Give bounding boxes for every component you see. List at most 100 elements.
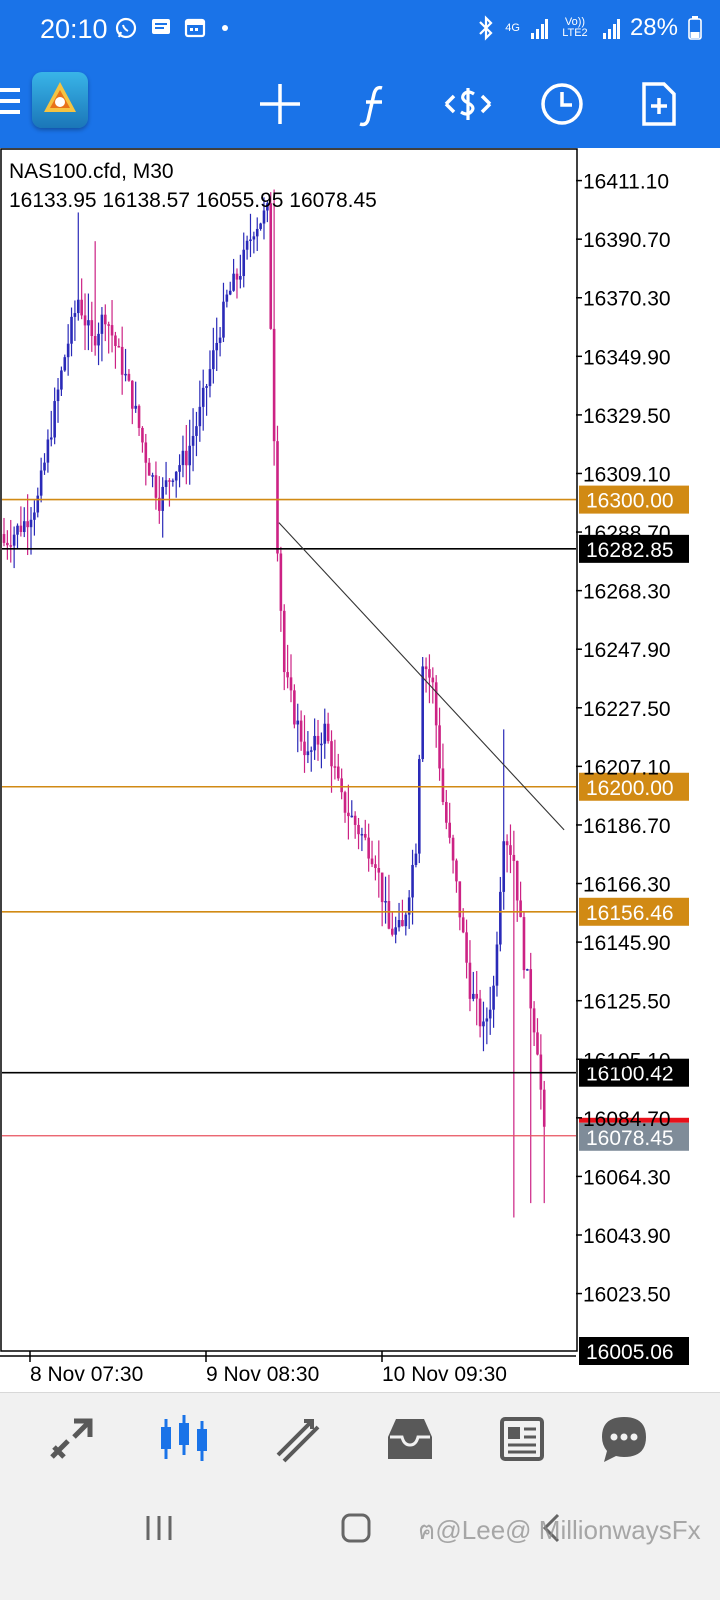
- candle-body: [522, 917, 526, 971]
- price-axis: 16411.10 16390.70 16370.30 16349.90 16329.50…: [576, 171, 671, 1307]
- level-label: 16200.00: [586, 777, 674, 800]
- candle-body: [475, 993, 479, 999]
- candle-body: [131, 380, 134, 409]
- candle-body: [235, 273, 239, 280]
- new-document-icon[interactable]: [632, 78, 684, 130]
- candle-body: [60, 370, 63, 390]
- candle-body: [414, 853, 418, 865]
- level-label: 16100.42: [586, 1063, 674, 1086]
- candle-body: [441, 768, 445, 803]
- system-status-icons: 4G Vo)) LTE2 28%: [477, 14, 702, 42]
- price-tick-label: 16125.50: [583, 991, 671, 1014]
- candle-body: [242, 249, 246, 277]
- level-label: 16156.46: [586, 902, 674, 925]
- candle-body: [482, 1021, 485, 1027]
- candle-body: [232, 273, 235, 291]
- candle-body: [83, 315, 87, 326]
- candle-body: [505, 841, 509, 846]
- quotes-icon[interactable]: [44, 1411, 100, 1467]
- candle-body: [394, 927, 397, 935]
- candle-body: [127, 373, 131, 381]
- indicator-icon[interactable]: [348, 78, 400, 130]
- candle-body: [103, 314, 107, 325]
- candle-body: [478, 998, 482, 1027]
- candle-body: [272, 328, 276, 442]
- signal-icon: [530, 19, 548, 39]
- candle-body: [262, 210, 266, 224]
- candle-body: [279, 553, 283, 611]
- candle-body: [515, 860, 519, 901]
- battery-percent: 28%: [629, 14, 678, 41]
- candle-body: [397, 920, 401, 928]
- chart-ohlc: 16133.95 16138.57 16055.95 16078.45: [9, 189, 377, 212]
- time-axis: 8 Nov 07:30 9 Nov 08:30 10 Nov 09:30: [0, 1351, 576, 1386]
- price-tick-label: 16268.30: [583, 581, 671, 604]
- candle-body: [374, 864, 377, 868]
- candle-body: [299, 720, 303, 742]
- price-tick-label: 16370.30: [583, 288, 671, 311]
- candle-body: [154, 475, 158, 498]
- trade-icon[interactable]: [270, 1411, 326, 1467]
- price-tick-label: 16309.10: [583, 463, 671, 486]
- candle-body: [22, 521, 26, 533]
- candle-body: [468, 962, 472, 999]
- crosshair-icon[interactable]: [254, 78, 306, 130]
- candle-body: [53, 401, 56, 438]
- metatrader-logo[interactable]: [32, 72, 88, 128]
- candle-body: [326, 723, 330, 742]
- candle-body: [499, 891, 502, 945]
- candle-body: [198, 406, 202, 427]
- clock-icon[interactable]: [536, 78, 588, 130]
- candle-body: [191, 435, 195, 446]
- price-tick-label: 16288.70: [583, 522, 671, 545]
- level-label-bg: [579, 534, 689, 563]
- candle-body: [404, 914, 408, 927]
- candle-body: [465, 932, 468, 963]
- trade-icon[interactable]: [442, 78, 494, 130]
- candle-body: [353, 815, 357, 825]
- price-tick-label: 16207.10: [583, 756, 671, 779]
- candle-body: [134, 405, 137, 409]
- candle-body: [120, 346, 124, 375]
- level-label: 16300.00: [586, 490, 674, 513]
- chat-icon[interactable]: [596, 1411, 652, 1467]
- calendar-icon: [184, 18, 206, 38]
- candle-body: [488, 1009, 492, 1019]
- candle-body: [519, 900, 522, 918]
- candle-body: [222, 301, 225, 338]
- candle-body: [350, 815, 354, 818]
- watermark: ฅ@Lee@ MillionwaysFx: [418, 1515, 701, 1545]
- history-icon[interactable]: [382, 1411, 438, 1467]
- candle-body: [208, 369, 212, 387]
- price-chart[interactable]: 16300.00 16282.85 16200.00 16156.46 16100.42…: [0, 148, 720, 1392]
- candle-body: [39, 470, 43, 496]
- candle-body: [151, 475, 154, 477]
- candle-body: [36, 495, 40, 513]
- price-tick-label: 16390.70: [583, 229, 671, 252]
- candle-body: [509, 845, 512, 855]
- candle-body: [390, 928, 394, 935]
- candle-body: [168, 480, 171, 482]
- candle-body: [377, 867, 381, 873]
- bottom-price-label-bg: [579, 1337, 689, 1365]
- back-icon[interactable]: [540, 1512, 562, 1549]
- news-icon[interactable]: [494, 1411, 550, 1467]
- recents-icon[interactable]: [144, 1512, 174, 1549]
- candle-body: [205, 386, 208, 388]
- candle-body: [343, 792, 347, 813]
- candle-body: [107, 324, 110, 326]
- candle-body: [245, 240, 249, 250]
- dot-icon: [222, 25, 228, 31]
- menu-icon[interactable]: [0, 88, 20, 121]
- candle-body: [333, 766, 337, 768]
- status-time: 20:10: [40, 14, 108, 44]
- battery-icon: [688, 16, 702, 40]
- candle-body: [12, 534, 16, 546]
- chart-icon[interactable]: [156, 1411, 212, 1467]
- candle-body: [56, 389, 60, 402]
- candle-body: [455, 860, 458, 882]
- home-icon[interactable]: [340, 1512, 372, 1549]
- chart-canvas[interactable]: 16300.00 16282.85 16200.00 16156.46 16100.42…: [0, 148, 720, 1392]
- status-bar: 20:10 4G Vo)) LTE2 28%: [0, 0, 720, 60]
- candle-body: [188, 445, 192, 466]
